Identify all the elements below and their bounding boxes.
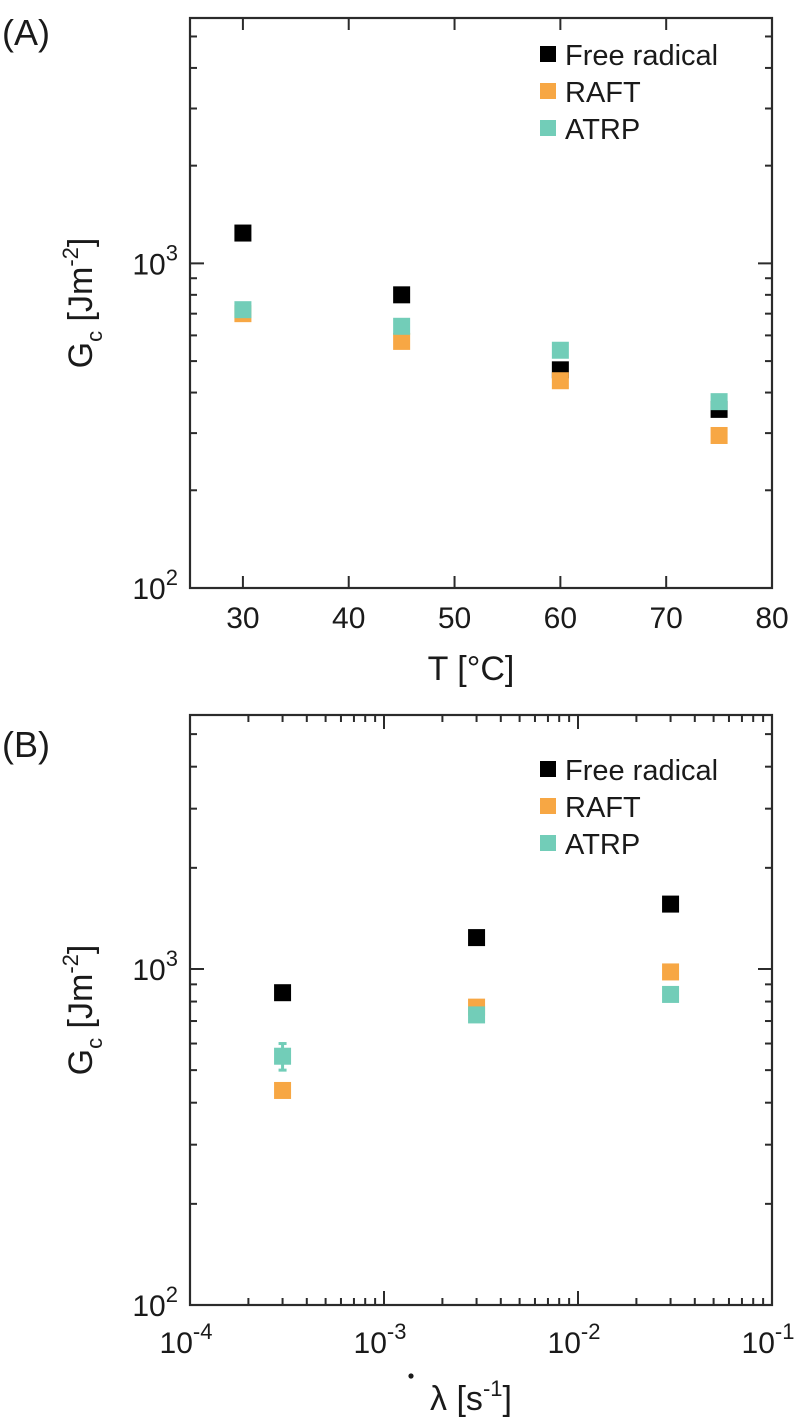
legend-marker [540, 120, 556, 136]
legend-label: Free radical [565, 40, 718, 72]
lambda-dot [408, 1373, 414, 1379]
data-point-free-radical [468, 929, 486, 947]
legend-marker [540, 83, 556, 99]
x-tick-label: 50 [438, 602, 471, 635]
legend-label: Free radical [565, 755, 718, 787]
x-axis-label: λ [s-1] [430, 1376, 512, 1418]
data-point-raft [274, 1081, 292, 1099]
x-tick-label: 40 [332, 602, 365, 635]
x-tick-label: 10-1 [742, 1319, 795, 1360]
legend-label: RAFT [565, 77, 641, 109]
data-point-free-radical [274, 984, 292, 1002]
x-tick-label: 10-2 [548, 1319, 601, 1360]
y-axis-label: Gc [Jm-2] [58, 945, 107, 1076]
x-tick-label: 10-3 [354, 1319, 407, 1360]
legend-marker [540, 835, 556, 851]
data-point-raft [710, 426, 728, 444]
data-point-atrp [551, 341, 569, 359]
legend-marker [540, 46, 556, 62]
data-point-atrp [468, 1006, 486, 1024]
plot-frame [188, 16, 774, 590]
panel-label: (B) [2, 724, 50, 765]
x-tick-label: 10-4 [160, 1319, 213, 1360]
panel-b: 102 103 10-4 10-3 10-2 10-1 (B) λ [s-1] Gc [Jm-2… [2, 713, 795, 1418]
legend-marker [540, 798, 556, 814]
legend-marker [540, 761, 556, 777]
y-tick-label: 102 [132, 1282, 178, 1323]
y-axis-label: Gc [Jm-2] [58, 238, 107, 369]
x-axis-label: T [°C] [428, 650, 515, 688]
data-point-atrp [274, 1047, 292, 1065]
data-point-atrp [710, 393, 728, 411]
panel-label: (A) [2, 12, 50, 53]
data-point-raft [662, 963, 680, 981]
x-tick-label: 30 [226, 602, 259, 635]
y-tick-label: 102 [132, 565, 178, 606]
data-point-raft [551, 372, 569, 390]
y-tick-label: 103 [132, 946, 178, 987]
x-tick-label: 70 [649, 602, 682, 635]
data-point-atrp [234, 301, 252, 319]
data-point-raft [393, 332, 411, 350]
x-tick-label: 60 [544, 602, 577, 635]
data-point-free-radical [662, 895, 680, 913]
data-point-free-radical [393, 286, 411, 304]
data-point-atrp [393, 317, 411, 335]
legend-label: RAFT [565, 792, 641, 824]
legend-label: ATRP [565, 829, 640, 861]
legend-label: ATRP [565, 114, 640, 146]
plot-frame [188, 713, 774, 1307]
x-tick-label: 80 [755, 602, 788, 635]
data-point-atrp [662, 985, 680, 1003]
y-tick-label: 103 [132, 240, 178, 281]
data-point-free-radical [234, 224, 252, 242]
panel-a: 102 103 30 40 50 60 70 80 (A) T [°C] Gc [Jm-2] Free… [2, 12, 789, 688]
